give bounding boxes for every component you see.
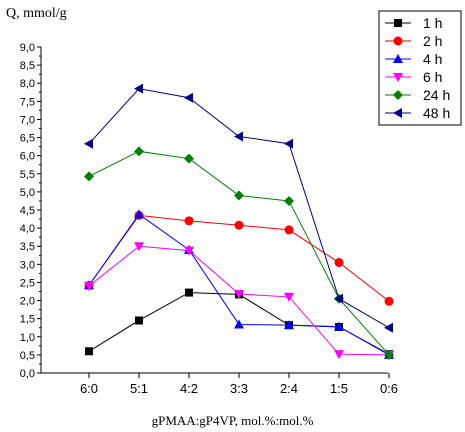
y-tick-label: 4,5 [20,205,35,217]
legend-item: 24 h [385,87,450,103]
series-line [88,213,390,356]
legend-marker [393,90,403,100]
data-point [85,347,93,356]
legend-item: 6 h [385,69,442,85]
data-point [334,350,344,360]
data-point [234,131,243,142]
y-tick-label: 5,0 [20,187,35,199]
data-point [284,195,294,206]
legend-label: 6 h [423,69,442,85]
data-point [334,258,344,268]
data-point [384,296,394,306]
x-axis-title: gPMAA:gP4VP, mol.%:mol.% [151,413,314,428]
y-tick-label: 8,5 [20,60,35,72]
data-point [134,146,144,157]
x-tick-label: 1:5 [330,381,348,396]
x-tick-label: 5:1 [130,381,148,396]
data-point [284,138,293,149]
data-point [84,282,94,292]
data-point [184,153,194,164]
series-line [88,245,390,356]
legend: 1 h 2 h 4 h 6 h 24 h 48 h [378,10,462,126]
data-point [184,246,194,256]
y-tick-label: 3,5 [20,241,35,253]
y-tick-label: 7,5 [20,96,35,108]
y-tick-label: 0,0 [20,368,35,380]
data-point [284,292,294,302]
legend-marker [393,54,403,63]
legend-marker [393,108,402,118]
x-tick-label: 3:3 [230,381,248,396]
data-point [234,190,244,201]
y-tick-label: 3,0 [20,259,35,271]
y-tick-label: 1,0 [20,332,35,344]
data-point [334,321,344,331]
y-tick-label: 1,5 [20,314,35,326]
legend-marker [393,73,403,82]
legend-label: 4 h [423,51,442,67]
y-tick-label: 6,0 [20,151,35,163]
y-tick-label: 7,0 [20,114,35,126]
x-tick-label: 4:2 [180,381,198,396]
data-point [234,220,244,230]
legend-item: 1 h [385,15,442,31]
data-point [284,225,294,235]
data-point [284,320,294,330]
y-tick-label: 2,5 [20,277,35,289]
series-48h [84,83,393,333]
y-tick-label: 6,5 [20,133,35,145]
y-tick-label: 2,0 [20,296,35,308]
data-point [185,288,193,297]
x-tick-label: 6:0 [80,381,98,396]
data-point [334,293,343,304]
legend-label: 1 h [423,15,442,31]
legend-marker [394,19,402,27]
data-point [134,209,144,219]
series-4h [84,209,394,359]
legend-label: 24 h [423,87,450,103]
y-tick-label: 5,5 [20,169,35,181]
y-tick-label: 0,5 [20,350,35,362]
data-point [134,242,144,252]
y-tick-label: 9,0 [20,42,35,54]
legend-box [378,10,462,126]
data-point [184,92,193,103]
data-point [135,316,143,325]
data-point [84,171,94,182]
legend-item: 2 h [385,33,442,49]
legend-label: 48 h [423,105,450,121]
x-tick-label: 2:4 [280,381,298,396]
legend-label: 2 h [423,33,442,49]
x-tick-label: 0:6 [380,381,398,396]
data-point [384,322,393,333]
legend-item: 48 h [385,105,450,121]
data-point [84,138,93,149]
data-point [134,83,143,94]
series-6h [84,242,394,360]
legend-item: 4 h [385,51,442,67]
data-point [234,290,244,300]
y-tick-label: 4,0 [20,223,35,235]
data-point [234,319,244,329]
y-tick-label: 8,0 [20,78,35,90]
legend-marker [393,36,403,46]
y-axis-title: Q, mmol/g [6,6,67,21]
data-point [384,349,394,360]
data-point [184,216,194,226]
